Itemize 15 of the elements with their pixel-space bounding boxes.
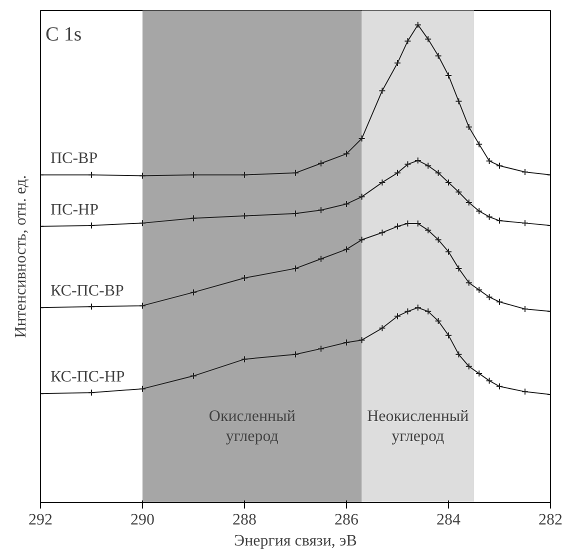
x-axis-title: Энергия связи, эВ: [234, 532, 357, 550]
x-tick-label: 290: [130, 512, 154, 528]
band-label: Неокисленный углерод: [367, 408, 470, 446]
x-tick-label: 292: [28, 512, 52, 528]
x-tick-label: 284: [436, 512, 460, 528]
series-label: ПС-НР: [50, 201, 99, 218]
x-tick-label: 282: [538, 512, 562, 528]
x-tick-label: 288: [232, 512, 256, 528]
y-axis-title: Интенсивность, отн. ед.: [12, 175, 30, 338]
band-label: Окисленный углерод: [208, 408, 296, 446]
series-label: КС-ПС-НР: [50, 368, 125, 386]
series-label: ПС-ВР: [50, 150, 98, 167]
x-tick-label: 286: [334, 512, 358, 528]
series-label: КС-ПС-ВР: [50, 282, 124, 300]
annotation: C 1s: [46, 24, 82, 46]
